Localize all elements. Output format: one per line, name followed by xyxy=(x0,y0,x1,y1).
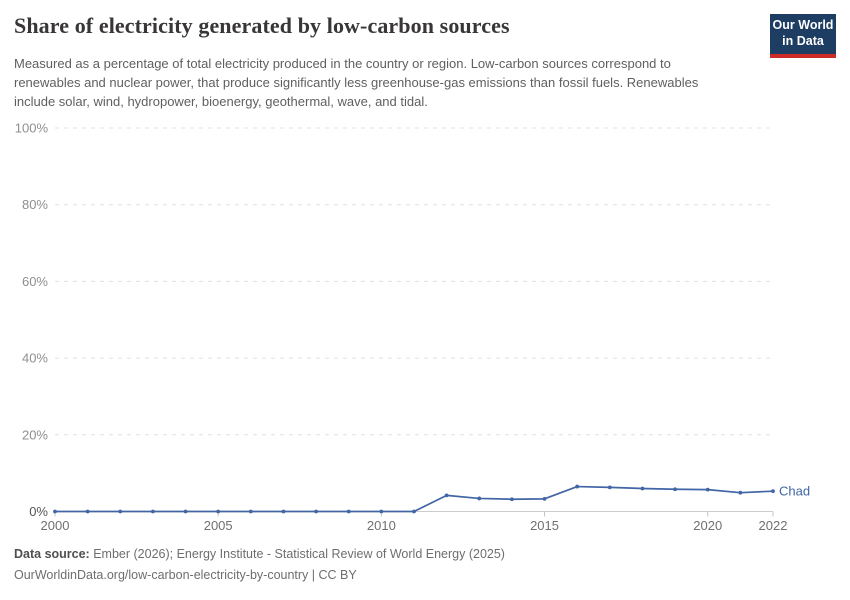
data-point xyxy=(183,509,188,514)
footer-url-line: OurWorldinData.org/low-carbon-electricit… xyxy=(14,565,774,586)
data-point xyxy=(771,489,775,494)
data-point xyxy=(673,487,677,492)
data-point xyxy=(640,486,645,491)
data-point xyxy=(379,509,384,514)
datasource-label: Data source: xyxy=(14,547,90,561)
data-point xyxy=(151,509,155,514)
chart-footer: Data source: Ember (2026); Energy Instit… xyxy=(14,544,774,586)
data-point xyxy=(542,496,547,501)
data-line xyxy=(54,485,774,513)
data-point xyxy=(477,496,482,501)
owid-logo-line1: Our World xyxy=(772,18,834,32)
datasource-text[interactable]: Ember (2026); Energy Institute - Statist… xyxy=(89,547,505,561)
y-tick-label: 60% xyxy=(22,274,48,289)
data-point xyxy=(216,509,221,514)
data-point xyxy=(607,485,612,490)
data-point xyxy=(705,487,710,492)
data-point xyxy=(118,509,123,514)
x-tick-label: 2000 xyxy=(41,518,70,533)
y-tick-label: 0% xyxy=(29,504,48,519)
data-point xyxy=(53,509,57,514)
entity-label[interactable]: Chad xyxy=(779,484,810,499)
data-point xyxy=(575,484,580,489)
data-point xyxy=(281,509,286,514)
y-tick-label: 40% xyxy=(22,351,48,366)
chart-title: Share of electricity generated by low-ca… xyxy=(14,13,510,38)
data-point xyxy=(346,509,351,514)
owid-logo[interactable]: Our World in Data xyxy=(770,14,836,59)
x-tick-label: 2020 xyxy=(693,518,722,533)
x-tick-label: 2015 xyxy=(530,518,559,533)
owid-logo-line2: in Data xyxy=(782,33,824,48)
x-tick-label: 2010 xyxy=(367,518,396,533)
data-point xyxy=(444,493,449,498)
footer-license: | CC BY xyxy=(308,568,357,582)
footer-url[interactable]: OurWorldinData.org/low-carbon-electricit… xyxy=(14,568,309,582)
y-tick-label: 80% xyxy=(22,197,48,212)
footer-datasource-line: Data source: Ember (2026); Energy Instit… xyxy=(14,544,774,565)
data-point xyxy=(314,509,318,514)
data-point xyxy=(248,509,253,514)
data-point xyxy=(510,497,514,502)
chart-subtitle: Measured as a percentage of total electr… xyxy=(14,56,699,109)
x-tick-label: 2022 xyxy=(759,518,788,533)
data-point xyxy=(738,490,743,495)
x-tick-label: 2005 xyxy=(204,518,233,533)
data-point xyxy=(412,509,416,514)
data-point xyxy=(85,509,90,514)
y-tick-label: 20% xyxy=(22,427,48,442)
y-tick-label: 100% xyxy=(15,121,49,136)
